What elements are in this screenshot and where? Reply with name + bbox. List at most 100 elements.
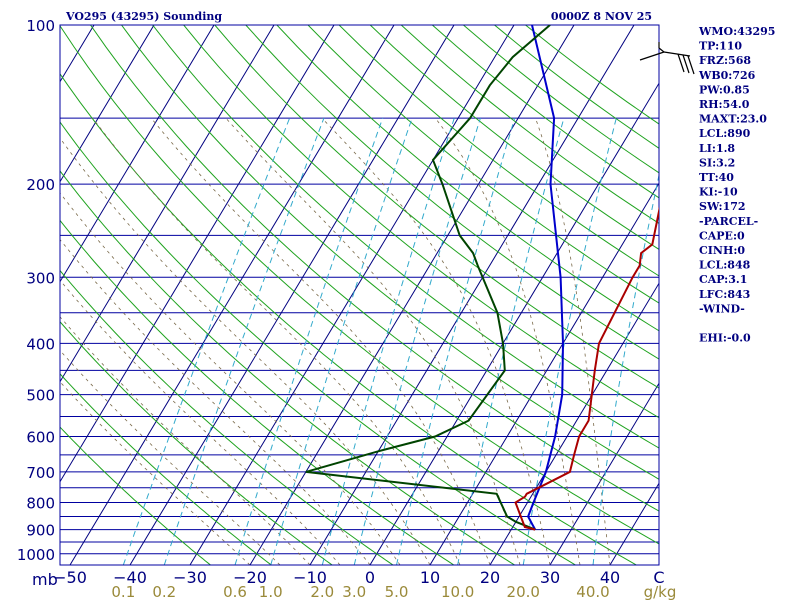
temperature-tick-label: C	[653, 568, 664, 587]
temperature-tick-label: 0	[365, 568, 375, 587]
temperature-tick-label: −20	[233, 568, 267, 587]
pressure-tick-label: 400	[26, 335, 55, 353]
index-line: CAP:3.1	[699, 273, 747, 286]
dry-adiabat-line	[60, 25, 659, 545]
pressure-tick-label: 1000	[17, 546, 55, 564]
temperature-tick-label: 30	[540, 568, 560, 587]
mixing-ratio-label: g/kg	[644, 583, 677, 600]
mixing-ratio-label: 10.0	[441, 583, 474, 600]
dry-adiabat-line	[276, 25, 659, 332]
mixing-ratio-line	[321, 117, 455, 565]
index-line: RH:54.0	[699, 98, 750, 111]
index-line: LCL:890	[699, 127, 751, 140]
mixing-ratio-label: 20.0	[507, 583, 540, 600]
parcel-path-line	[527, 25, 565, 531]
plot-area	[0, 25, 659, 565]
mixing-ratio-label: 2.0	[310, 583, 334, 600]
mixing-ratio-label: 1.0	[259, 583, 283, 600]
moist-adiabat-line	[60, 192, 401, 565]
pressure-tick-label: 200	[26, 176, 55, 194]
plot-border	[59, 24, 660, 566]
dry-adiabat-line	[90, 25, 659, 512]
temperature-tick-label: 20	[480, 568, 500, 587]
isotherm-line	[129, 25, 455, 565]
mixing-ratio-line	[457, 117, 565, 565]
isotherm-line	[69, 25, 395, 565]
index-line: TT:40	[699, 171, 734, 184]
isotherm-line	[549, 382, 659, 565]
index-line: WMO:43295	[698, 25, 775, 38]
moist-adiabat-line	[435, 117, 581, 565]
profiles	[305, 25, 659, 531]
mixing-ratio-line	[353, 117, 481, 565]
observation-time: 0000Z 8 NOV 25	[551, 10, 652, 23]
mixing-ratio-label: 5.0	[385, 583, 409, 600]
pressure-tick-label: 500	[26, 387, 55, 405]
dry-adiabat-line	[307, 25, 659, 304]
isotherm-line	[60, 25, 95, 83]
moist-adiabat-line	[60, 316, 311, 565]
pressure-tick-label: 900	[26, 522, 55, 540]
mixing-ratio-line	[163, 117, 325, 565]
index-line: SW:172	[699, 200, 746, 213]
dry-adiabat-line	[60, 269, 394, 565]
mixing-ratio-line	[122, 117, 291, 565]
index-line: -PARCEL-	[699, 215, 758, 228]
index-line: MAXT:23.0	[699, 113, 767, 126]
index-line: FRZ:568	[699, 54, 751, 67]
dry-adiabat-line	[369, 25, 659, 250]
wind-barb	[639, 42, 695, 75]
index-line: KI:-10	[699, 186, 738, 199]
index-line: CAPE:0	[699, 229, 745, 242]
dry-adiabat-line	[60, 170, 515, 565]
mixing-ratio-line	[592, 172, 659, 565]
index-line: LFC:843	[699, 288, 750, 301]
pressure-tick-label: 800	[26, 495, 55, 513]
background-lines	[0, 24, 660, 566]
index-line: CINH:0	[699, 244, 745, 257]
temperature-tick-label: −40	[113, 568, 147, 587]
isotherm-line	[189, 25, 515, 565]
dry-adiabat-line	[152, 25, 659, 449]
pressure-tick-label: 700	[26, 464, 55, 482]
moist-adiabat-line	[60, 238, 371, 565]
dry-adiabat-line	[183, 25, 659, 419]
isotherm-line	[369, 82, 659, 565]
isotherm-line	[60, 25, 215, 283]
temperature-line	[514, 206, 659, 531]
dry-adiabat-line	[214, 25, 659, 389]
mixing-ratio-line	[234, 117, 384, 565]
dry-adiabat-line	[60, 72, 637, 565]
moist-adiabat-line	[321, 117, 551, 565]
moist-adiabat-line	[92, 117, 461, 565]
pressure-unit-label: mb	[32, 570, 58, 589]
moist-adiabat-line	[225, 117, 521, 565]
index-line: LCL:848	[699, 259, 751, 272]
dewpoint-line	[305, 25, 551, 531]
temperature-tick-label: −50	[53, 568, 87, 587]
temperature-tick-label: −30	[173, 568, 207, 587]
moist-adiabat-line	[60, 349, 281, 565]
station-title: VO295 (43295) Sounding	[65, 10, 222, 23]
pressure-tick-label: 300	[26, 269, 55, 287]
index-line: WB0:726	[698, 69, 756, 82]
dry-adiabat-line	[525, 25, 659, 125]
mixing-ratio-label: 40.0	[576, 583, 609, 600]
isotherm-line	[60, 25, 275, 383]
dry-adiabat-line	[60, 320, 333, 565]
pressure-tick-label: 600	[26, 428, 55, 446]
index-line: -WIND-	[699, 302, 745, 315]
temperature-tick-label: −10	[293, 568, 327, 587]
dry-adiabat-line	[60, 426, 211, 565]
dry-adiabat-line	[60, 373, 272, 565]
dry-adiabat-line	[121, 25, 659, 480]
mixing-ratio-line	[522, 117, 617, 565]
mixing-ratio-label: 3.0	[342, 583, 366, 600]
isotherm-line	[249, 25, 575, 565]
index-line: TP:110	[699, 40, 742, 53]
moist-adiabat-line	[150, 117, 491, 565]
isotherm-line	[0, 25, 34, 565]
moist-adiabat-line	[535, 117, 611, 565]
